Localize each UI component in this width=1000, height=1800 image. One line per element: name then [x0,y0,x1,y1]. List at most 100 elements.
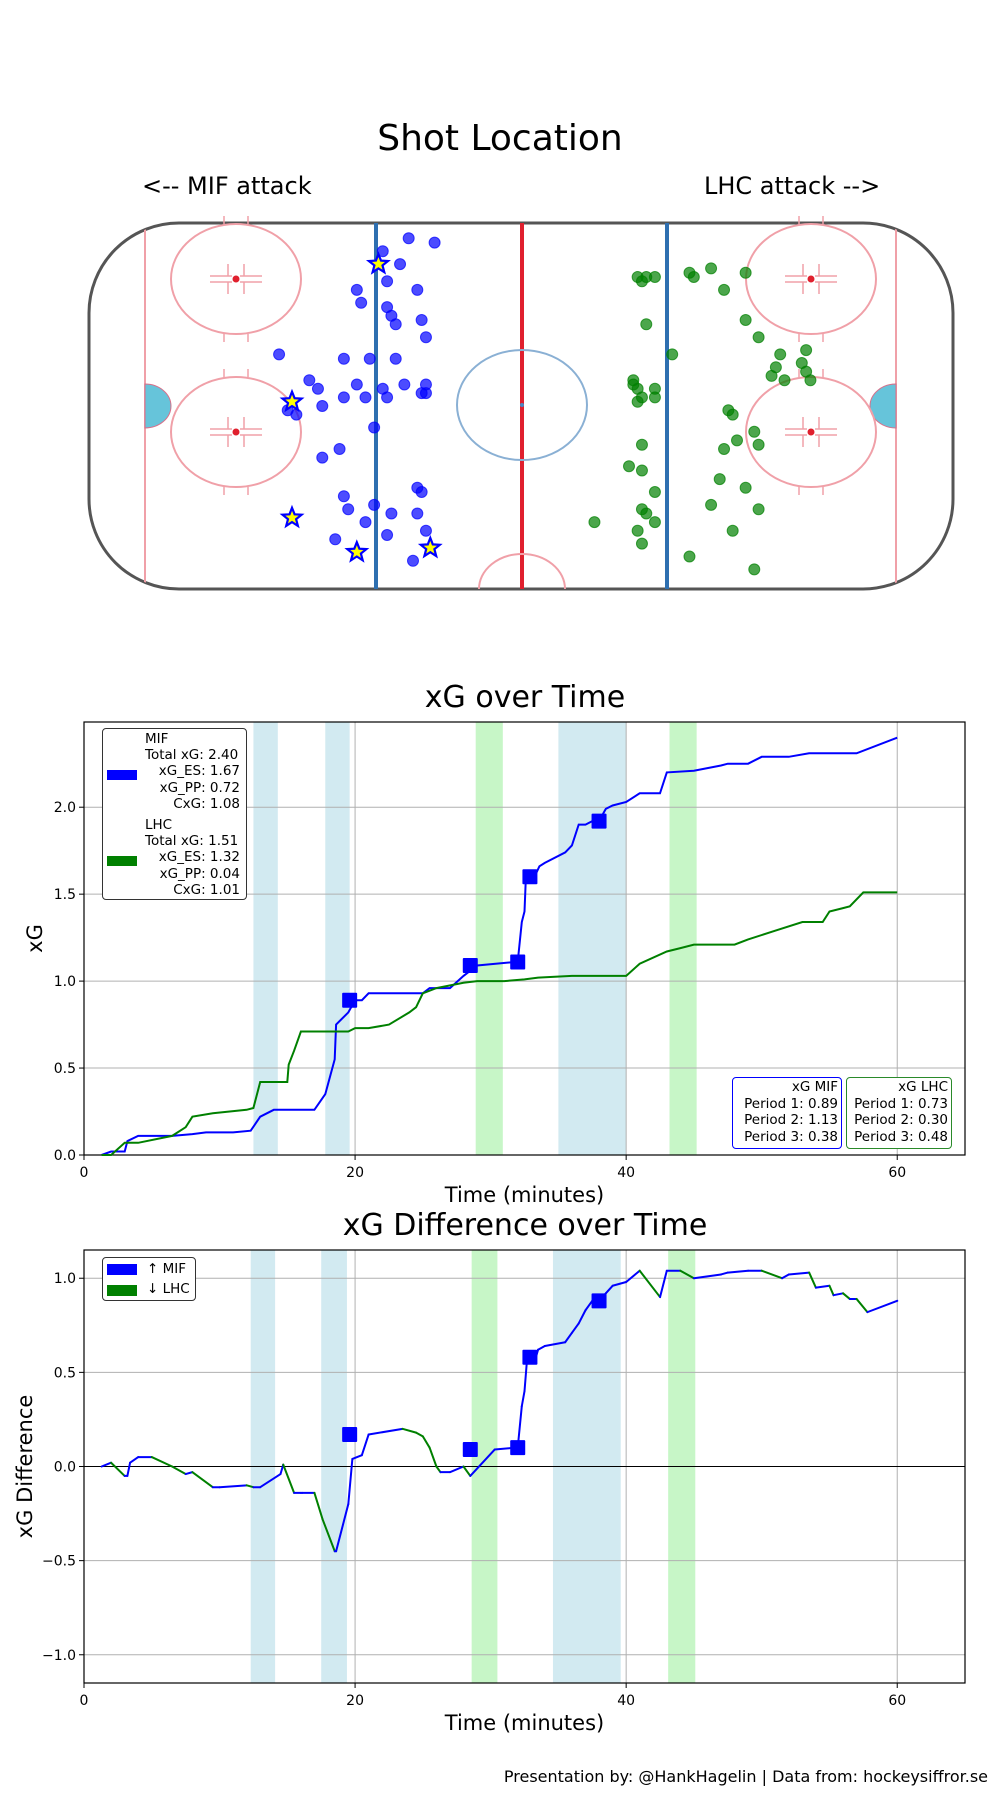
lhc-shot-point [752,331,765,344]
diff-legend: ↑ MIF ↓ LHC [102,1257,196,1301]
lhc-shot-point [635,464,648,477]
y-tick-label: 1.5 [54,887,76,903]
diff-segment-mif [347,1457,354,1506]
x-tick-label: 40 [617,1693,635,1709]
mif-shot-point [350,378,363,391]
x-tick-label: 0 [80,1693,89,1709]
faceoff-circle [170,369,302,495]
diff-segment-lhc [828,1284,835,1297]
footer-credit: Presentation by: @HankHagelin | Data fro… [503,1767,988,1786]
goal-marker [462,957,478,973]
mif-period-box: xG MIF Period 1: 0.89 Period 2: 1.13 Per… [732,1077,842,1149]
y-axis-label: xG Difference [13,1395,37,1539]
mif-shot-point [368,421,381,434]
diff-segment-mif [259,1473,282,1489]
diff-segment-mif [787,1271,811,1276]
lhc-attack-label: LHC attack --> [704,172,881,200]
x-tick-label: 60 [888,1165,906,1181]
lhc-diff-swatch [107,1285,137,1296]
diff-segment-mif [720,1271,729,1276]
mif-shot-point [311,382,324,395]
lhc-shot-point [635,438,648,451]
faceoff-circle [745,216,877,342]
lhc-shot-point [726,408,739,421]
x-tick-label: 20 [346,1693,364,1709]
diff-segment-mif [126,1461,132,1477]
left-crease [144,383,172,429]
y-tick-label: 0.5 [54,1061,76,1077]
mif-shot-point [415,486,428,498]
diff-segment-lhc [313,1491,324,1521]
goal-marker [510,1440,526,1456]
mif-shot-point [337,490,350,503]
mif-shot-point [411,283,424,296]
mif-shot-point [415,387,428,400]
goal-marker [342,1426,358,1442]
mif-shot-point [290,408,303,421]
lhc-shot-point [774,348,787,361]
lhc-shot-point [718,443,731,455]
lhc-shot-point [752,438,765,451]
mif-shot-point [381,529,394,541]
mif-shot-point [337,352,350,365]
xg-over-time-chart: 0 20 40 60 0.0 0.5 1.0 1.5 2.0 Time (minutes) xG [23,721,966,1207]
mif-goal-star [365,251,391,275]
diff-segment-mif [469,1448,496,1477]
diff-segment-mif [543,1341,567,1348]
lhc-shot-point [648,516,661,529]
diff-segment-lhc [245,1484,255,1489]
mif-shot-point [355,296,368,309]
lhc-shot-point [804,374,817,387]
rink-surface [87,216,955,591]
lhc-shot-point [739,266,752,279]
plot-frame [83,721,966,1156]
diff-segment-mif [584,1299,594,1312]
mif-xg-line [101,736,898,1156]
mif-diff-legend-label: ↑ MIF [147,1261,186,1277]
lhc-shot-point [795,357,808,369]
x-tick-label: 60 [888,1693,906,1709]
y-tick-label: 0.0 [54,1148,76,1164]
y-tick-label: 1.0 [54,974,76,990]
diff-segment-lhc [760,1269,784,1280]
x-tick-label: 40 [617,1165,635,1181]
diff-segment-mif [335,1503,350,1553]
goal-marker [522,869,538,885]
lhc-shot-point [635,537,648,550]
diff-segment-mif [692,1273,723,1280]
diff-segment-lhc [321,1518,336,1553]
shot-location-title: Shot Location [377,118,623,159]
goal-marker [591,1293,607,1309]
mif-legend-cxg: CxG: 1.08 [173,796,240,812]
lhc-period-1: Period 1: 0.73 [854,1095,948,1112]
x-axis-label: Time (minutes) [444,1183,604,1207]
mif-period-3: Period 3: 0.38 [744,1128,838,1145]
mif-shot-point [337,391,350,404]
lhc-shot-point [648,271,661,283]
diff-segment-lhc [171,1465,187,1476]
mif-shot-point [381,275,394,288]
x-tick-label: 20 [346,1165,364,1181]
lhc-period-box: xG LHC Period 1: 0.73 Period 2: 0.30 Per… [846,1077,952,1149]
mif-shot-point [402,232,415,245]
lhc-shot-point [640,318,653,331]
diff-segment-lhc [401,1427,418,1434]
lhc-shot-point [623,460,635,473]
diff-segment-lhc [428,1446,438,1468]
mif-shot-point [333,443,346,455]
referee-crease [478,553,566,589]
y-tick-label: −0.5 [42,1554,76,1570]
lhc-shot-point [752,503,765,516]
diff-segment-mif [351,1454,363,1460]
mif-period-title: xG MIF [791,1079,838,1095]
lhc-shot-point [705,262,718,275]
diff-segment-mif [564,1331,573,1344]
goal-marker [462,1442,478,1458]
mif-shot-point [394,258,407,271]
lhc-shot-point [648,486,661,498]
mif-shot-point [273,348,286,361]
mif-goal-star [417,534,443,559]
lhc-shot-point [748,425,761,438]
diff-segment-mif [577,1309,587,1325]
mif-period-2: Period 2: 1.13 [744,1112,838,1128]
